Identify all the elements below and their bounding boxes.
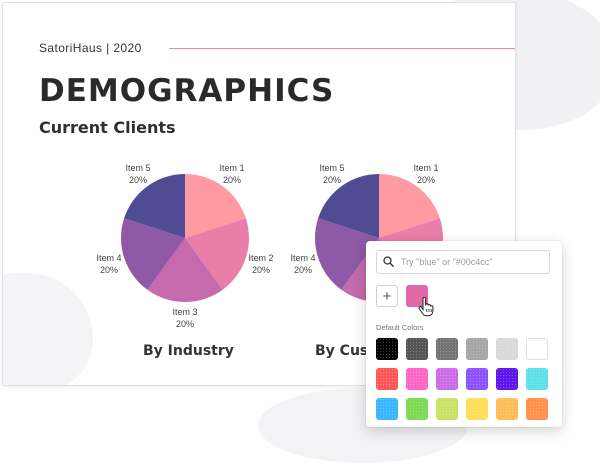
color-swatch-sky-blue[interactable] bbox=[526, 368, 548, 390]
pie-label-name: Item 3 bbox=[172, 307, 198, 317]
pie-label-name: Item 5 bbox=[125, 163, 151, 173]
pie-slice-0-4[interactable] bbox=[121, 218, 185, 290]
color-swatch-lime[interactable] bbox=[436, 398, 458, 420]
pie-label-value: 20% bbox=[416, 175, 435, 185]
default-colors-label: Default Colors bbox=[376, 323, 424, 332]
pie-label-value: 20% bbox=[99, 265, 118, 275]
color-swatch-green[interactable] bbox=[406, 398, 428, 420]
chart-caption-industry: By Industry bbox=[143, 343, 234, 359]
brand-divider bbox=[169, 48, 515, 49]
color-swatch-light-gray[interactable] bbox=[496, 338, 518, 360]
pie-label-name: Item 1 bbox=[219, 163, 245, 173]
pie-label-name: Item 2 bbox=[248, 253, 274, 263]
brand-text: SatoriHaus | 2020 bbox=[39, 41, 142, 55]
color-swatch-cyan[interactable] bbox=[376, 398, 398, 420]
pie-slice-0-2[interactable] bbox=[185, 218, 249, 290]
color-swatch-pink[interactable] bbox=[406, 368, 428, 390]
pie-label-value: 20% bbox=[222, 175, 241, 185]
pie-label-value: 20% bbox=[128, 175, 147, 185]
pie-slice-1-4[interactable] bbox=[315, 218, 379, 290]
color-search-box[interactable] bbox=[376, 250, 550, 274]
color-swatch-coral-red[interactable] bbox=[376, 368, 398, 390]
color-swatch-black[interactable] bbox=[376, 338, 398, 360]
color-swatch-purple[interactable] bbox=[466, 368, 488, 390]
pie-label-name: Item 1 bbox=[413, 163, 439, 173]
hand-pointer-icon bbox=[418, 297, 434, 317]
pie-label-value: 20% bbox=[293, 265, 312, 275]
pie-slice-1-1[interactable] bbox=[379, 174, 440, 238]
slide-title: DEMOGRAPHICS bbox=[39, 73, 335, 109]
pie-label-0-2: Item 2 20% bbox=[243, 252, 279, 276]
pie-label-1-5: Item 5 20% bbox=[314, 162, 350, 186]
pie-slice-0-5[interactable] bbox=[124, 174, 185, 238]
pie-label-1-4: Item 4 20% bbox=[285, 252, 321, 276]
color-swatch-medium-gray[interactable] bbox=[466, 338, 488, 360]
pie-slice-1-5[interactable] bbox=[318, 174, 379, 238]
pie-slice-0-3[interactable] bbox=[147, 238, 223, 303]
color-swatch-gray[interactable] bbox=[436, 338, 458, 360]
pie-label-value: 20% bbox=[175, 319, 194, 329]
color-swatch-dark-gray[interactable] bbox=[406, 338, 428, 360]
color-picker-panel: + Default Colors bbox=[366, 241, 562, 427]
color-swatch-yellow[interactable] bbox=[466, 398, 488, 420]
pie-label-1-1: Item 1 20% bbox=[408, 162, 444, 186]
pie-label-name: Item 5 bbox=[319, 163, 345, 173]
color-swatch-lavender[interactable] bbox=[436, 368, 458, 390]
color-swatch-orange[interactable] bbox=[526, 398, 548, 420]
pie-label-value: 20% bbox=[322, 175, 341, 185]
pie-label-name: Item 4 bbox=[290, 253, 316, 263]
pie-label-name: Item 4 bbox=[96, 253, 122, 263]
pie-label-value: 20% bbox=[251, 265, 270, 275]
color-swatch-amber[interactable] bbox=[496, 398, 518, 420]
search-icon bbox=[383, 256, 394, 267]
slide-subtitle: Current Clients bbox=[39, 118, 176, 137]
pie-label-0-1: Item 1 20% bbox=[214, 162, 250, 186]
add-color-button[interactable]: + bbox=[376, 285, 398, 307]
pie-label-0-3: Item 3 20% bbox=[167, 306, 203, 330]
pie-slice-0-1[interactable] bbox=[185, 174, 246, 238]
pie-label-0-4: Item 4 20% bbox=[91, 252, 127, 276]
color-swatch-white[interactable] bbox=[526, 338, 548, 360]
color-swatch-royal-blue[interactable] bbox=[496, 368, 518, 390]
default-colors-grid bbox=[376, 338, 552, 420]
pie-label-0-5: Item 5 20% bbox=[120, 162, 156, 186]
color-search-input[interactable] bbox=[399, 252, 549, 272]
